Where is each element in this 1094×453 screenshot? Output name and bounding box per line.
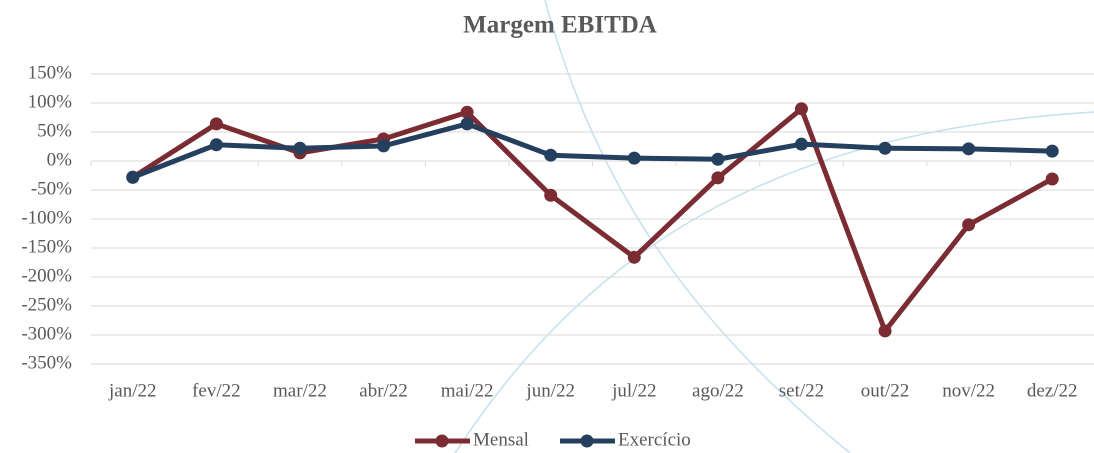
series-line [131,121,1053,180]
y-tick-label: -100% [21,207,72,228]
y-tick-label: 50% [37,120,72,141]
point [1045,172,1059,186]
decoration [454,111,1094,453]
y-tick-label: 100% [28,91,73,112]
x-tick-label: dez/22 [1027,380,1078,401]
point [711,152,725,166]
legend-marker [435,434,449,448]
point [794,102,808,116]
decoration [544,0,851,453]
point [794,137,808,151]
x-tick-label: fev/22 [192,380,241,401]
point [544,188,558,202]
x-tick-label: jul/22 [611,380,656,401]
point [878,324,892,338]
point [460,117,474,131]
point [377,139,391,153]
legend-label: Exercício [618,429,691,450]
series-line [131,106,1054,334]
point [1045,144,1059,158]
x-tick-label: jan/22 [108,380,157,401]
y-tick-label: 0% [47,149,73,170]
point [209,117,223,131]
point [209,138,223,152]
point [544,148,558,162]
point [711,171,725,185]
point [962,142,976,156]
y-tick-label: -300% [21,323,72,344]
y-tick-label: -50% [31,178,72,199]
point [962,218,976,232]
point [627,151,641,165]
x-tick-label: nov/22 [942,380,995,401]
y-tick-label: -150% [21,236,72,257]
legend-label: Mensal [473,429,529,450]
y-tick-label: -350% [21,352,72,373]
point [878,141,892,155]
chart-title: Margem EBITDA [463,12,657,39]
y-tick-label: -250% [21,294,72,315]
x-tick-label: abr/22 [359,380,408,401]
x-tick-label: set/22 [779,380,824,401]
legend-marker [580,434,594,448]
point [460,105,474,119]
x-tick-label: mar/22 [273,380,327,401]
x-tick-label: ago/22 [692,380,744,401]
x-tick-label: out/22 [861,380,910,401]
point [126,170,140,184]
point [293,141,307,155]
x-tick-label: jun/22 [525,380,575,401]
y-tick-label: -200% [21,265,72,286]
y-tick-label: 150% [28,62,73,83]
x-tick-label: mai/22 [441,380,494,401]
point [627,250,641,264]
